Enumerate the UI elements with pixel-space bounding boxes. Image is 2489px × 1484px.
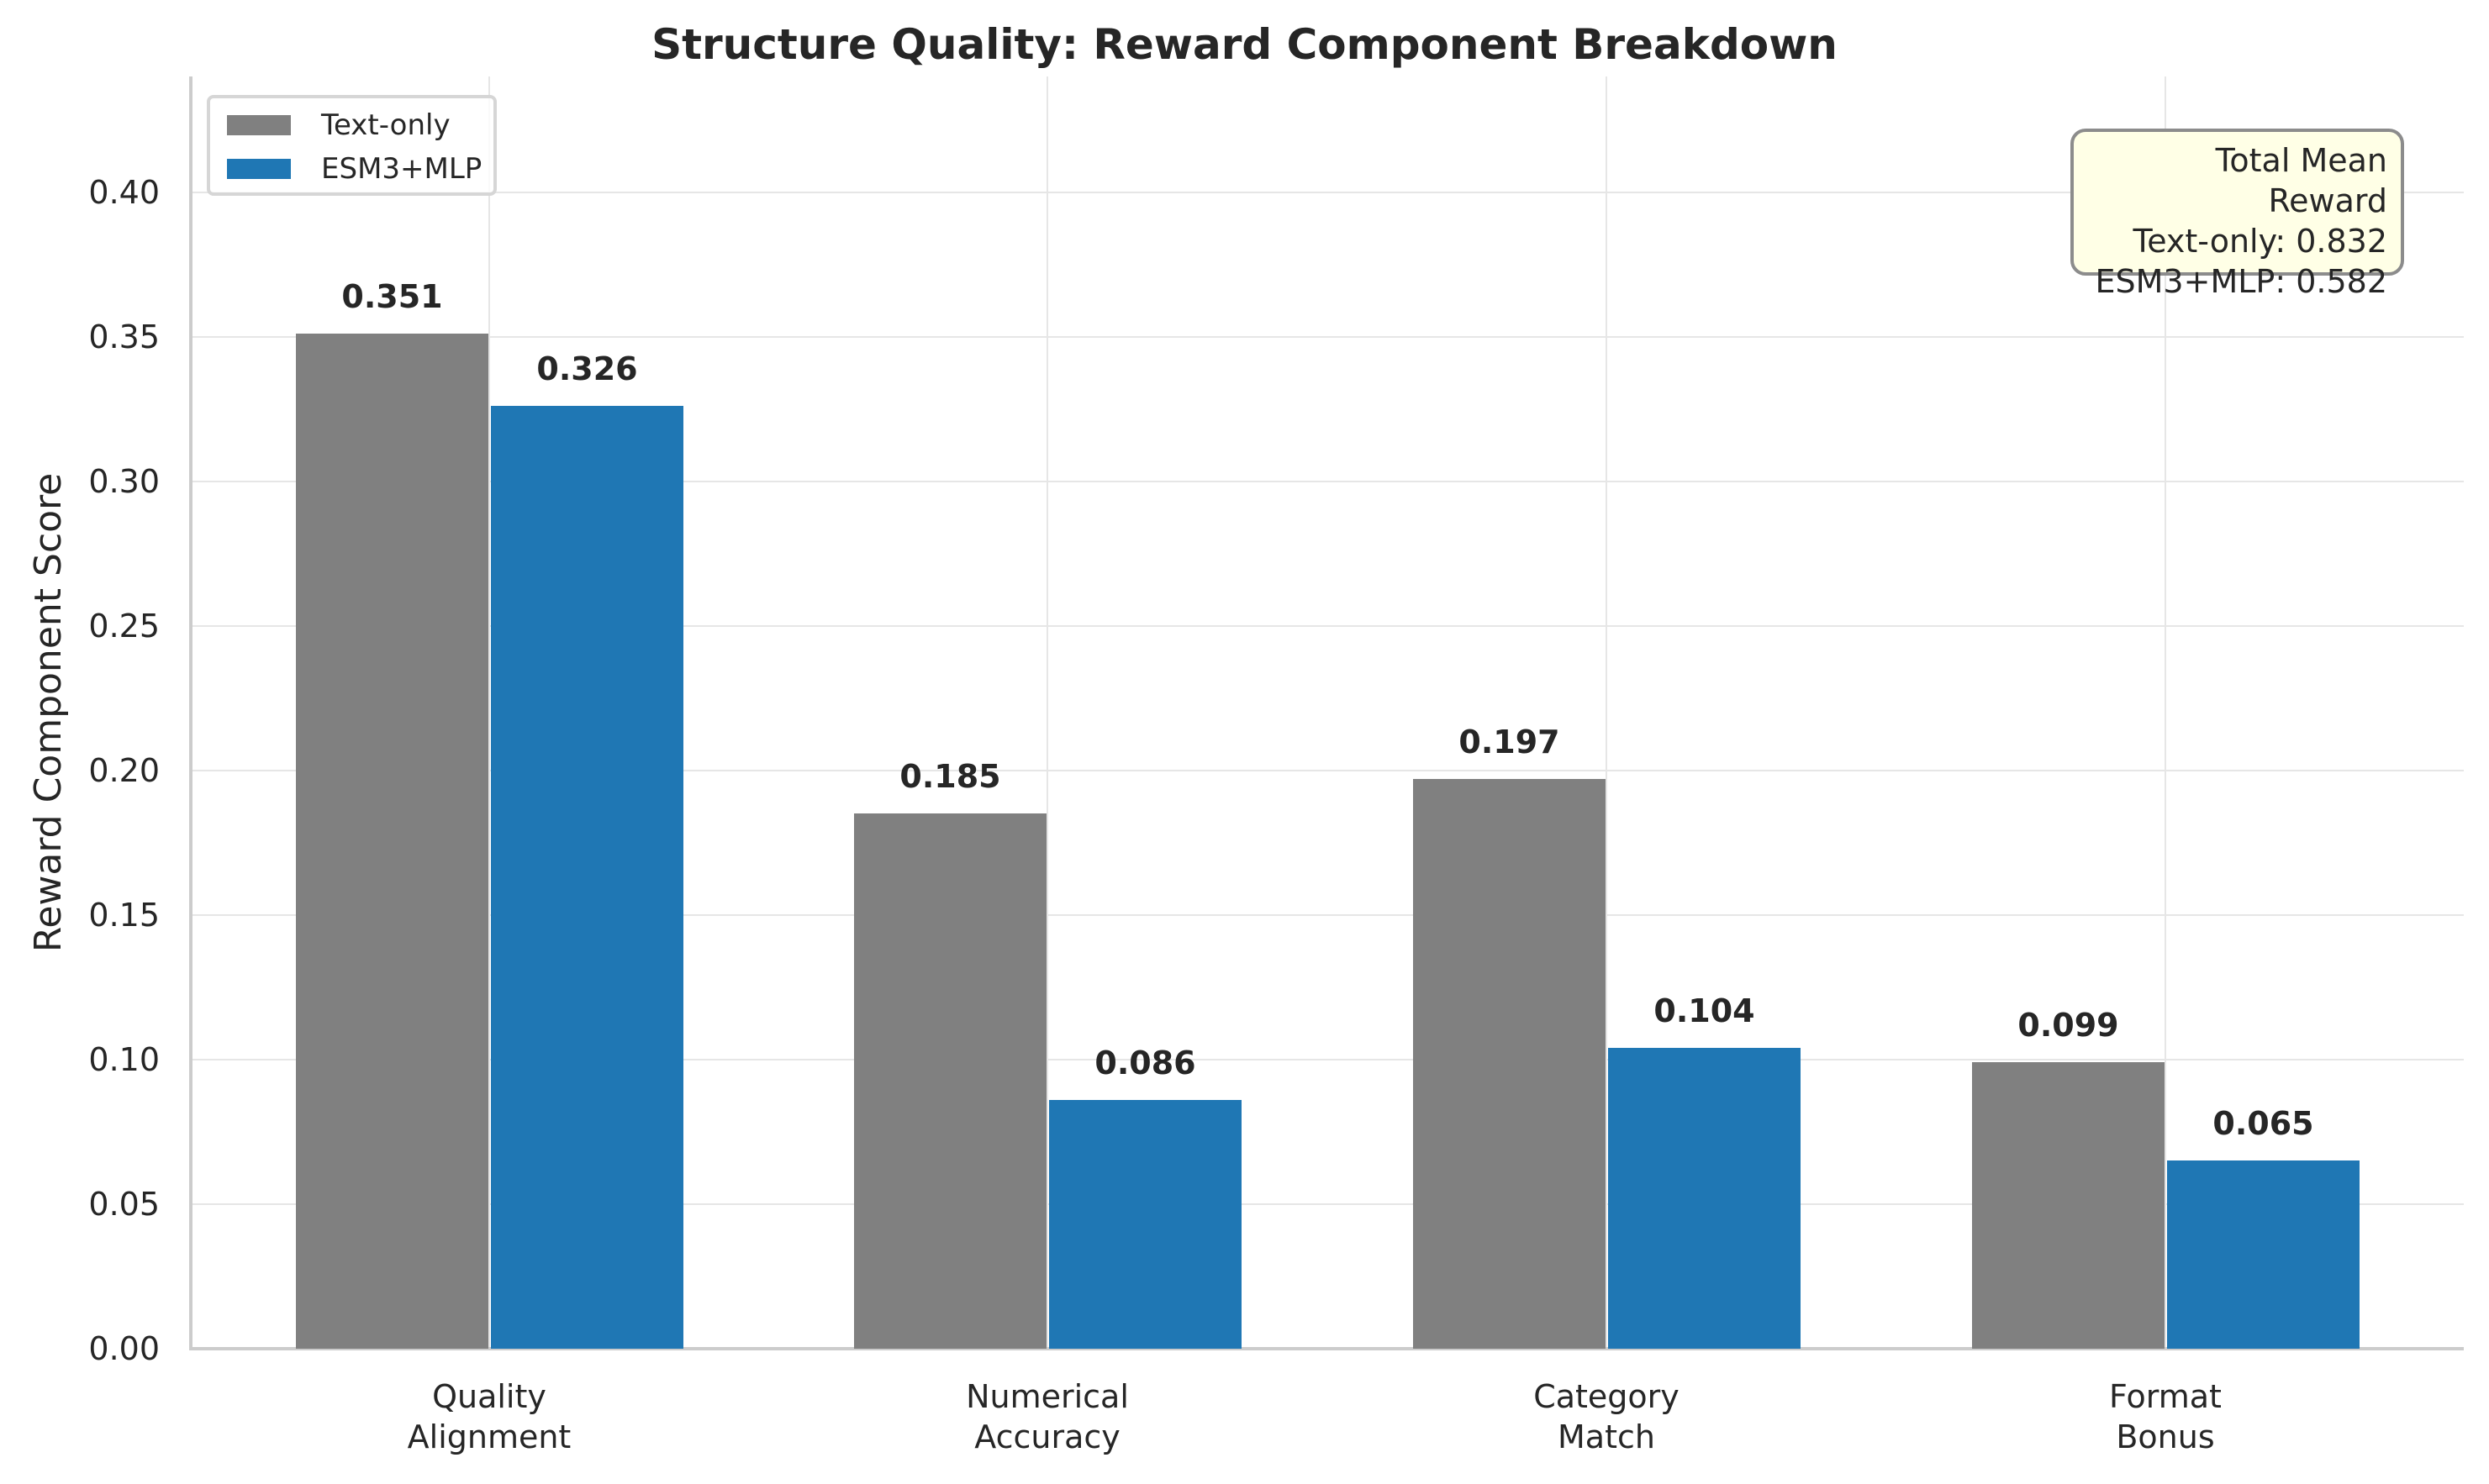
annotation-line: Total Mean Reward	[2215, 142, 2387, 219]
gridline-horizontal	[191, 335, 2464, 338]
x-axis-spine	[189, 1347, 2464, 1350]
annotation-line: Text-only: 0.832	[2133, 223, 2387, 260]
gridline-horizontal	[191, 913, 2464, 916]
x-tick-label: Format Bonus	[1997, 1376, 2333, 1457]
x-tick-label: Category Match	[1438, 1376, 1774, 1457]
x-tick-label-line: Bonus	[2116, 1418, 2215, 1455]
bar-text-only-3	[1972, 1062, 2165, 1349]
gridline-vertical	[2165, 76, 2166, 1349]
legend-label: Text-only	[321, 108, 451, 142]
bar-text-only-1	[854, 813, 1047, 1349]
gridline-horizontal	[191, 1202, 2464, 1205]
x-tick-label: Numerical Accuracy	[879, 1376, 1215, 1457]
bar-esm3-mlp-0	[491, 406, 683, 1349]
chart-title: Structure Quality: Reward Component Brea…	[651, 20, 1838, 69]
gridline-vertical	[488, 76, 490, 1349]
y-tick-label: 0.10	[88, 1040, 160, 1078]
y-tick-label: 0.05	[88, 1185, 160, 1223]
x-tick-label-line: Numerical	[966, 1378, 1129, 1415]
bar-esm3-mlp-2	[1608, 1048, 1801, 1349]
legend-swatch-esm3-mlp	[227, 159, 291, 179]
bar-value-label: 0.099	[2017, 1007, 2119, 1045]
y-tick-label: 0.30	[88, 462, 160, 500]
bar-value-label: 0.351	[341, 278, 443, 316]
legend: Text-only ESM3+MLP	[207, 95, 497, 196]
bar-value-label: 0.065	[2212, 1105, 2314, 1143]
total-reward-annotation: Total Mean Reward Text-only: 0.832 ESM3+…	[2070, 129, 2404, 300]
bar-value-label: 0.185	[899, 758, 1001, 796]
bar-esm3-mlp-1	[1049, 1100, 1242, 1349]
x-tick-label-line: Category	[1533, 1378, 1680, 1415]
y-tick-label: 0.15	[88, 896, 160, 934]
x-tick-label-line: Accuracy	[974, 1418, 1121, 1455]
bar-value-label: 0.104	[1653, 992, 1755, 1030]
bar-value-label: 0.197	[1458, 724, 1560, 761]
y-axis-label: Reward Component Score	[27, 472, 70, 953]
x-tick-label-line: Match	[1558, 1418, 1655, 1455]
bar-text-only-2	[1413, 779, 1606, 1349]
bar-text-only-0	[296, 334, 488, 1349]
legend-swatch-text-only	[227, 115, 291, 135]
gridline-horizontal	[191, 480, 2464, 482]
legend-item-text-only: Text-only	[227, 108, 451, 142]
gridline-vertical	[1606, 76, 1607, 1349]
gridline-vertical	[1047, 76, 1048, 1349]
x-tick-label-line: Quality	[432, 1378, 546, 1415]
bar-value-label: 0.086	[1094, 1045, 1196, 1082]
annotation-line: ESM3+MLP: 0.582	[2095, 263, 2387, 300]
gridline-horizontal	[191, 191, 2464, 193]
x-tick-label-line: Format	[2109, 1378, 2222, 1415]
y-axis-spine	[189, 76, 192, 1350]
y-tick-label: 0.25	[88, 607, 160, 645]
y-tick-label: 0.20	[88, 751, 160, 789]
legend-label: ESM3+MLP	[321, 152, 483, 186]
bar-esm3-mlp-3	[2167, 1160, 2360, 1349]
gridline-horizontal	[191, 624, 2464, 627]
y-tick-label: 0.40	[88, 173, 160, 211]
gridline-horizontal	[191, 1058, 2464, 1060]
y-tick-label: 0.00	[88, 1330, 160, 1367]
x-tick-label-line: Alignment	[407, 1418, 572, 1455]
bar-value-label: 0.326	[536, 350, 638, 388]
gridline-horizontal	[191, 769, 2464, 771]
y-tick-label: 0.35	[88, 318, 160, 355]
x-tick-label: Quality Alignment	[321, 1376, 657, 1457]
legend-item-esm3-mlp: ESM3+MLP	[227, 152, 482, 186]
